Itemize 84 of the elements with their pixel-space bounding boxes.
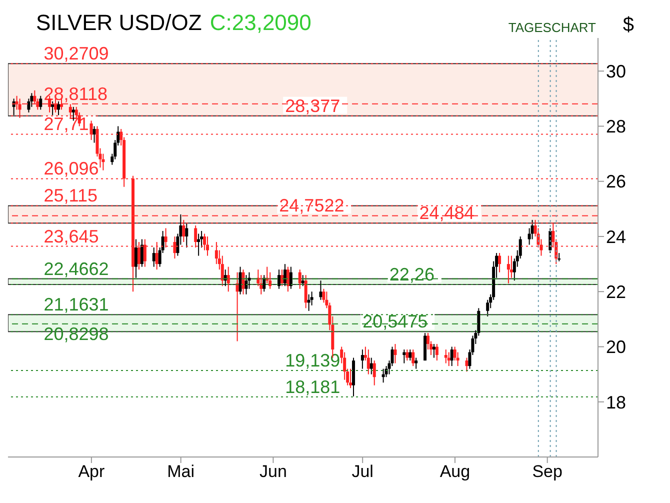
candlestick bbox=[382, 368, 385, 384]
candlestick bbox=[206, 236, 209, 256]
y-tick-label: 22 bbox=[606, 282, 626, 302]
y-tick-label: 20 bbox=[606, 337, 626, 358]
candlestick bbox=[278, 269, 281, 290]
x-tick-label: Apr bbox=[78, 462, 105, 482]
candlestick bbox=[155, 241, 158, 270]
candlestick bbox=[173, 236, 176, 260]
candlestick bbox=[289, 266, 292, 290]
candlestick bbox=[238, 266, 242, 295]
annotation: 22,4662 bbox=[44, 258, 109, 279]
candlestick bbox=[283, 264, 286, 287]
candlestick bbox=[360, 348, 364, 370]
candlestick bbox=[90, 120, 93, 140]
chart-subtitle: C:23,2090 bbox=[210, 10, 312, 35]
candlestick bbox=[450, 346, 454, 367]
y-axis-title: $ bbox=[622, 14, 634, 37]
candlestick bbox=[406, 348, 409, 362]
candlestick bbox=[402, 348, 406, 364]
annotation: 21,1631 bbox=[44, 294, 109, 315]
x-tick-label: Jun bbox=[259, 462, 287, 482]
candlestick bbox=[301, 274, 304, 287]
candlestick bbox=[447, 352, 450, 367]
candlestick bbox=[506, 255, 510, 284]
candlestick bbox=[140, 238, 144, 268]
annotation: 19,139 bbox=[285, 350, 340, 370]
candlestick bbox=[244, 274, 248, 295]
candlestick bbox=[304, 274, 308, 309]
candlestick bbox=[51, 100, 54, 116]
candlestick bbox=[197, 233, 200, 256]
y-tick-label: 18 bbox=[606, 392, 626, 412]
candlestick bbox=[143, 238, 146, 268]
y-tick-label: 24 bbox=[606, 226, 626, 247]
candlestick bbox=[349, 368, 352, 389]
candlestick bbox=[39, 95, 42, 110]
candlestick bbox=[432, 343, 436, 358]
annotation: 27,71 bbox=[44, 114, 89, 134]
candlestick bbox=[152, 247, 156, 268]
annotation: 25,115 bbox=[44, 186, 98, 206]
candlestick bbox=[57, 100, 60, 116]
candlestick bbox=[164, 228, 168, 248]
y-tick-label: 28 bbox=[606, 116, 626, 137]
chart-title: SILVER USD/OZ bbox=[36, 10, 202, 35]
candlestick bbox=[412, 348, 415, 367]
candlestick bbox=[319, 280, 322, 300]
candlestick bbox=[558, 252, 561, 262]
candlestick bbox=[394, 343, 397, 364]
annotation: 28,8118 bbox=[44, 84, 108, 104]
annotation: 22,26 bbox=[389, 264, 434, 284]
candlestick bbox=[68, 104, 72, 118]
candlestick bbox=[307, 294, 310, 312]
candlestick bbox=[182, 219, 186, 242]
candlestick bbox=[366, 348, 370, 375]
candlestick bbox=[298, 269, 302, 290]
candlestick bbox=[137, 241, 140, 270]
candlestick bbox=[134, 238, 138, 278]
candlestick bbox=[194, 224, 198, 248]
annotation: 24,7522 bbox=[279, 196, 344, 216]
candlestick bbox=[498, 252, 502, 273]
candlestick bbox=[280, 269, 284, 287]
candlestick bbox=[444, 348, 448, 364]
annotation: 26,096 bbox=[44, 158, 99, 179]
y-tick-label: 26 bbox=[606, 172, 626, 192]
annotation: 28,377 bbox=[285, 96, 340, 116]
annotation: 23,645 bbox=[44, 226, 99, 246]
candlestick bbox=[372, 360, 376, 386]
candlestick bbox=[226, 266, 230, 292]
candlestick bbox=[370, 357, 373, 375]
candlestick bbox=[414, 357, 418, 370]
y-tick-label: 30 bbox=[606, 61, 626, 82]
annotation: 24,484 bbox=[419, 203, 474, 224]
candlestick bbox=[408, 348, 412, 362]
candlestick bbox=[465, 357, 468, 372]
x-tick-label: Mai bbox=[167, 462, 195, 482]
x-tick-label: Sep bbox=[532, 462, 562, 482]
candlestick bbox=[286, 266, 290, 292]
x-tick-label: Aug bbox=[440, 462, 470, 482]
text: TAGESCHART bbox=[508, 20, 596, 35]
candlestick bbox=[18, 98, 22, 118]
annotation: 30,2709 bbox=[44, 44, 109, 64]
annotation: 18,181 bbox=[285, 376, 340, 397]
x-tick-label: Jul bbox=[352, 462, 374, 482]
candlestick bbox=[435, 343, 438, 362]
candlestick bbox=[185, 222, 188, 248]
